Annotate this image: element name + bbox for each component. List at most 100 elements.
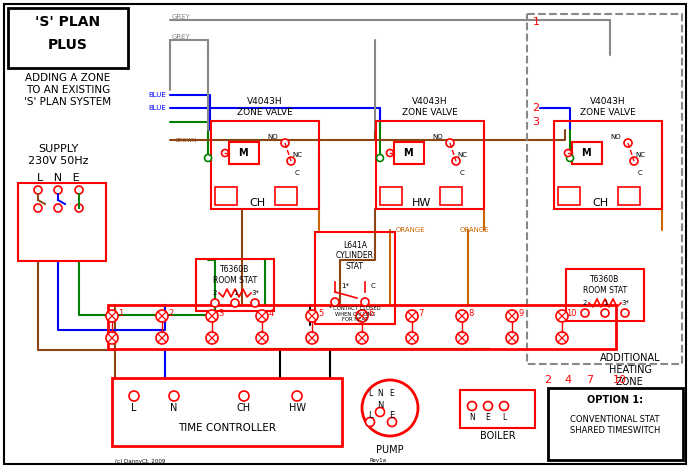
Circle shape xyxy=(377,154,384,161)
Text: 1: 1 xyxy=(533,17,540,27)
Circle shape xyxy=(484,402,493,410)
Circle shape xyxy=(206,332,218,344)
Circle shape xyxy=(54,204,62,212)
Text: L: L xyxy=(368,389,372,398)
Text: 2: 2 xyxy=(168,309,174,319)
Circle shape xyxy=(375,408,384,417)
Text: T6360B
ROOM STAT: T6360B ROOM STAT xyxy=(213,265,257,285)
Bar xyxy=(618,187,640,205)
Text: L   N   E: L N E xyxy=(37,173,79,183)
Text: 3: 3 xyxy=(218,309,224,319)
Text: PUMP: PUMP xyxy=(376,445,404,455)
Text: TIME CONTROLLER: TIME CONTROLLER xyxy=(178,423,276,433)
Circle shape xyxy=(287,157,295,165)
Text: 3*: 3* xyxy=(621,300,629,306)
Circle shape xyxy=(256,332,268,344)
Text: C: C xyxy=(295,170,299,176)
Text: 10: 10 xyxy=(613,375,627,385)
Bar xyxy=(229,142,259,164)
Circle shape xyxy=(156,332,168,344)
Circle shape xyxy=(564,149,571,156)
Circle shape xyxy=(556,310,568,322)
Circle shape xyxy=(406,332,418,344)
Circle shape xyxy=(206,310,218,322)
Circle shape xyxy=(169,391,179,401)
Circle shape xyxy=(75,186,83,194)
Text: NO: NO xyxy=(433,134,443,140)
Text: 1*: 1* xyxy=(341,283,349,289)
Text: HW: HW xyxy=(413,198,432,208)
Text: 1: 1 xyxy=(119,309,124,319)
Circle shape xyxy=(388,417,397,426)
Text: E: E xyxy=(390,389,395,398)
Text: 'S' PLAN: 'S' PLAN xyxy=(35,15,101,29)
Circle shape xyxy=(204,154,212,161)
Text: N: N xyxy=(377,402,383,410)
Circle shape xyxy=(621,309,629,317)
Circle shape xyxy=(506,310,518,322)
Text: 2: 2 xyxy=(544,375,551,385)
Text: BLUE: BLUE xyxy=(148,105,166,111)
Bar xyxy=(548,388,683,460)
Text: CONVENTIONAL STAT
SHARED TIMESWITCH: CONVENTIONAL STAT SHARED TIMESWITCH xyxy=(570,415,660,435)
Text: CH: CH xyxy=(249,198,265,208)
Bar xyxy=(394,142,424,164)
Circle shape xyxy=(601,309,609,317)
Circle shape xyxy=(106,332,118,344)
Bar xyxy=(215,187,237,205)
Bar xyxy=(380,187,402,205)
Text: L: L xyxy=(502,414,506,423)
Text: 4: 4 xyxy=(564,375,571,385)
Bar xyxy=(108,305,616,349)
Text: M: M xyxy=(403,148,413,158)
Text: BROWN: BROWN xyxy=(175,138,196,142)
Text: 8: 8 xyxy=(469,309,474,319)
Circle shape xyxy=(54,186,62,194)
Circle shape xyxy=(630,157,638,165)
Text: E: E xyxy=(389,411,395,421)
Bar xyxy=(275,187,297,205)
Circle shape xyxy=(251,299,259,307)
Circle shape xyxy=(129,391,139,401)
Circle shape xyxy=(566,154,573,161)
Text: L: L xyxy=(368,411,373,421)
Text: V4043H
ZONE VALVE: V4043H ZONE VALVE xyxy=(402,97,458,117)
Text: N: N xyxy=(170,403,178,413)
Bar xyxy=(440,187,462,205)
Bar xyxy=(196,259,274,311)
Text: 7: 7 xyxy=(418,309,424,319)
Text: 3: 3 xyxy=(533,117,540,127)
Bar xyxy=(376,121,484,209)
Circle shape xyxy=(362,380,418,436)
Text: ADDING A ZONE
TO AN EXISTING
'S' PLAN SYSTEM: ADDING A ZONE TO AN EXISTING 'S' PLAN SY… xyxy=(24,73,112,107)
Bar xyxy=(566,269,644,321)
Circle shape xyxy=(34,204,42,212)
Text: GREY: GREY xyxy=(172,34,190,40)
Circle shape xyxy=(446,139,454,147)
Text: L: L xyxy=(131,403,137,413)
Circle shape xyxy=(356,310,368,322)
Circle shape xyxy=(106,310,118,322)
Circle shape xyxy=(331,298,339,306)
Text: NC: NC xyxy=(292,152,302,158)
Circle shape xyxy=(456,332,468,344)
Text: BOILER: BOILER xyxy=(480,431,516,441)
Bar xyxy=(558,187,580,205)
Text: 6: 6 xyxy=(368,309,374,319)
Text: C: C xyxy=(460,170,464,176)
Text: OPTION 1:: OPTION 1: xyxy=(587,395,643,405)
Circle shape xyxy=(231,299,239,307)
Text: SUPPLY
230V 50Hz: SUPPLY 230V 50Hz xyxy=(28,144,88,166)
Circle shape xyxy=(556,332,568,344)
Circle shape xyxy=(281,139,289,147)
Text: (c) DannyCt. 2009: (c) DannyCt. 2009 xyxy=(115,459,166,463)
Circle shape xyxy=(468,402,477,410)
Bar xyxy=(527,14,682,364)
Bar xyxy=(460,390,535,428)
Circle shape xyxy=(156,310,168,322)
Text: M: M xyxy=(238,148,248,158)
Text: 9: 9 xyxy=(518,309,524,319)
Text: NO: NO xyxy=(611,134,621,140)
Text: 1: 1 xyxy=(603,300,607,306)
Text: ADDITIONAL
HEATING
ZONE: ADDITIONAL HEATING ZONE xyxy=(600,353,660,387)
